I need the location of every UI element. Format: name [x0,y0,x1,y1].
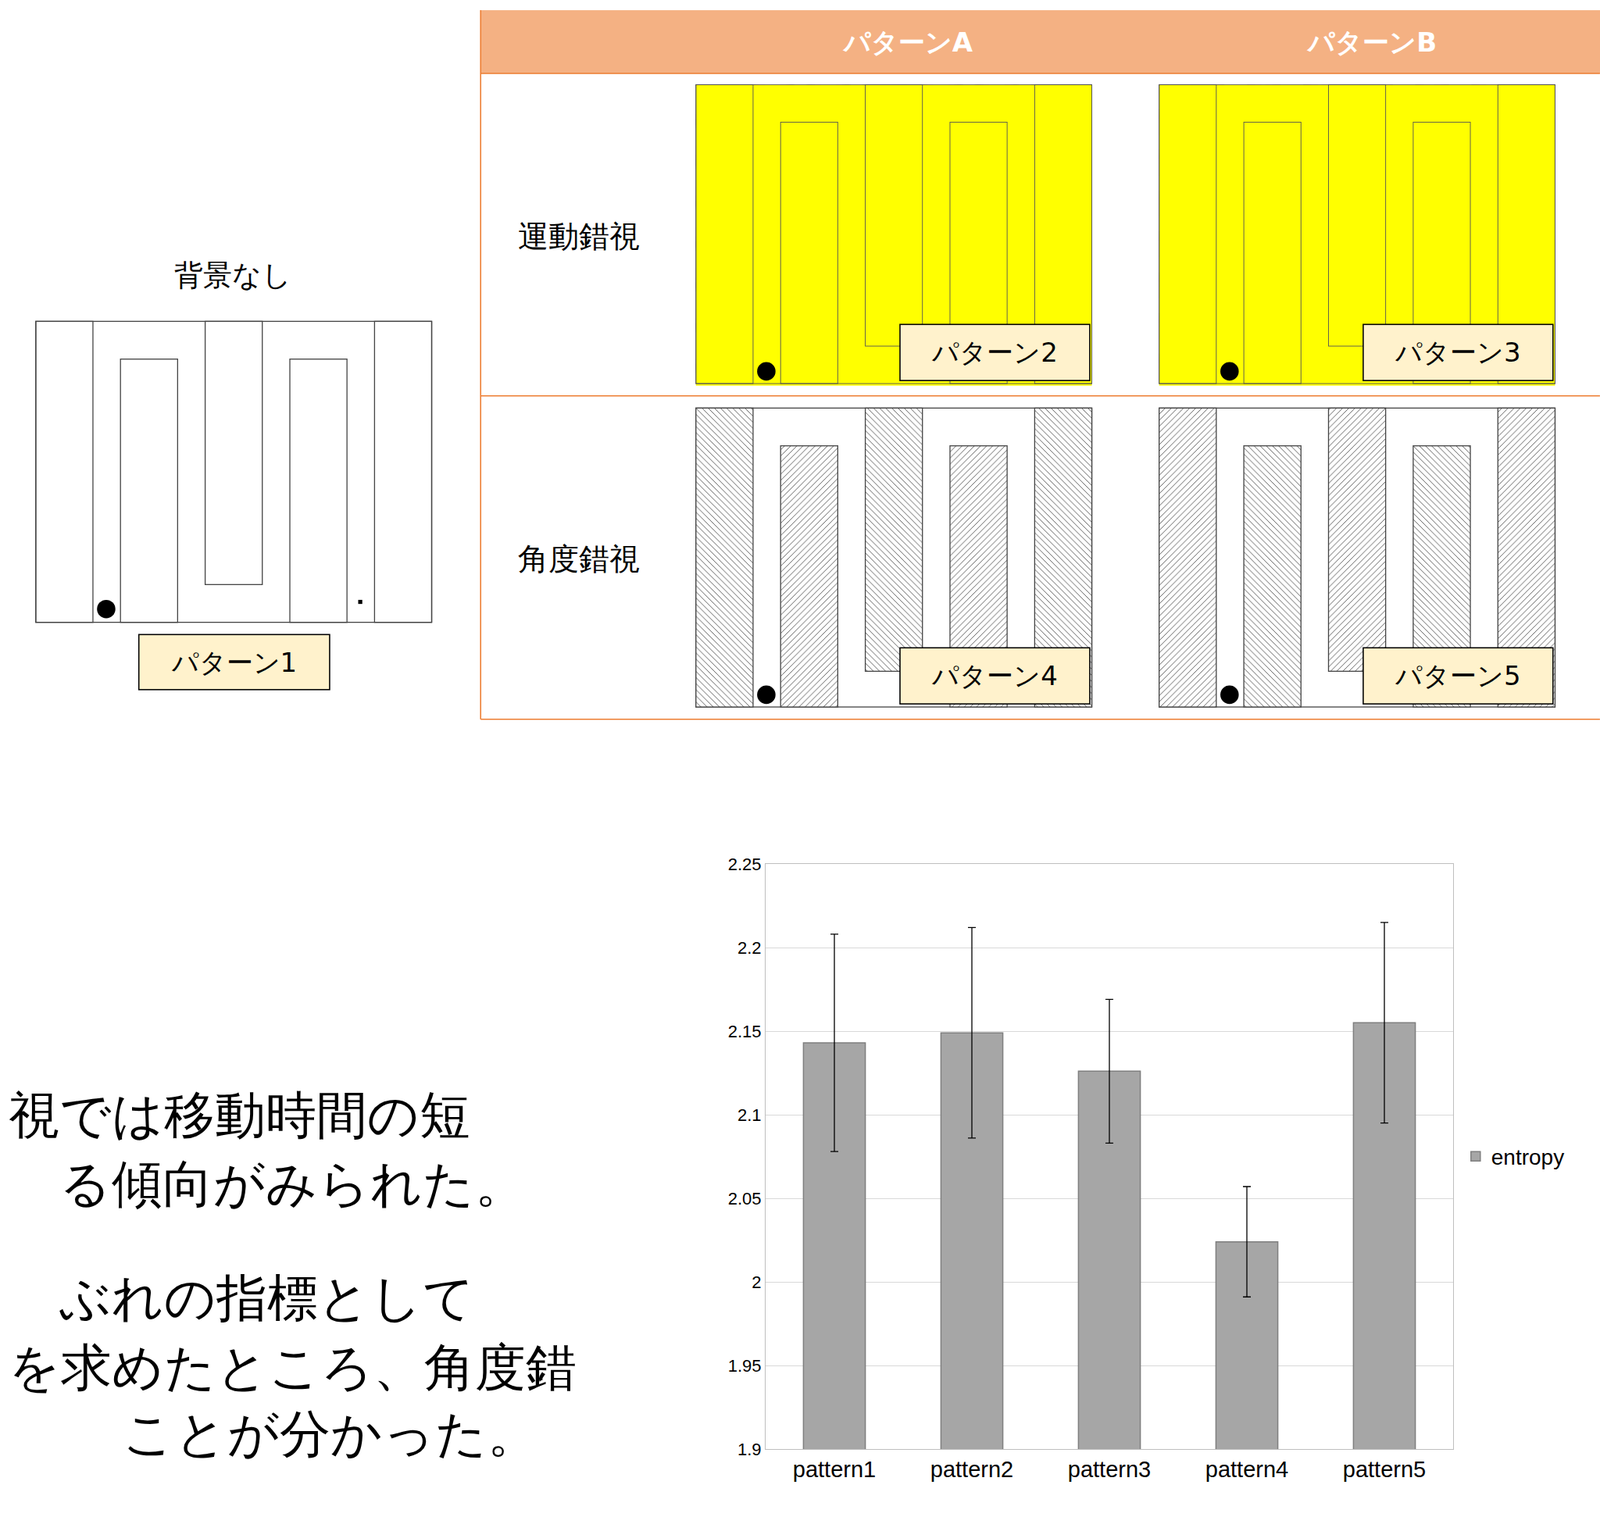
svg-text:パターン1: パターン1 [171,646,298,679]
svg-text:背景なし: 背景なし [174,258,292,293]
svg-text:パターンB: パターンB [1306,26,1437,58]
svg-text:2.05: 2.05 [728,1189,762,1209]
svg-text:運動錯視: 運動錯視 [517,218,640,254]
svg-text:パターン4: パターン4 [931,660,1058,692]
svg-text:2.25: 2.25 [728,854,762,875]
svg-text:pattern4: pattern4 [1205,1457,1289,1483]
svg-text:2: 2 [751,1272,761,1293]
svg-text:pattern2: pattern2 [930,1457,1014,1483]
svg-text:を求めたところ、角度錯: を求めたところ、角度錯 [8,1337,577,1397]
svg-text:pattern1: pattern1 [792,1457,876,1483]
svg-text:pattern5: pattern5 [1342,1457,1426,1483]
svg-text:1.95: 1.95 [728,1356,762,1376]
svg-text:角度錯視: 角度錯視 [517,541,640,577]
svg-text:ことが分かった。: ことが分かった。 [122,1403,539,1464]
svg-text:視では移動時間の短: 視では移動時間の短 [8,1085,471,1145]
svg-text:entropy: entropy [1491,1145,1565,1170]
svg-text:2.15: 2.15 [728,1021,762,1042]
svg-text:ぶれの指標として: ぶれの指標として [59,1267,475,1328]
svg-text:パターン3: パターン3 [1394,336,1522,368]
svg-text:パターンA: パターンA [842,26,974,58]
svg-text:る傾向がみられた。: る傾向がみられた。 [59,1153,526,1214]
svg-text:パターン2: パターン2 [931,336,1058,368]
svg-text:pattern3: pattern3 [1067,1457,1151,1483]
svg-text:2.1: 2.1 [737,1105,762,1125]
svg-text:2.2: 2.2 [737,938,762,958]
svg-text:1.9: 1.9 [737,1439,762,1460]
svg-text:パターン5: パターン5 [1394,660,1522,692]
